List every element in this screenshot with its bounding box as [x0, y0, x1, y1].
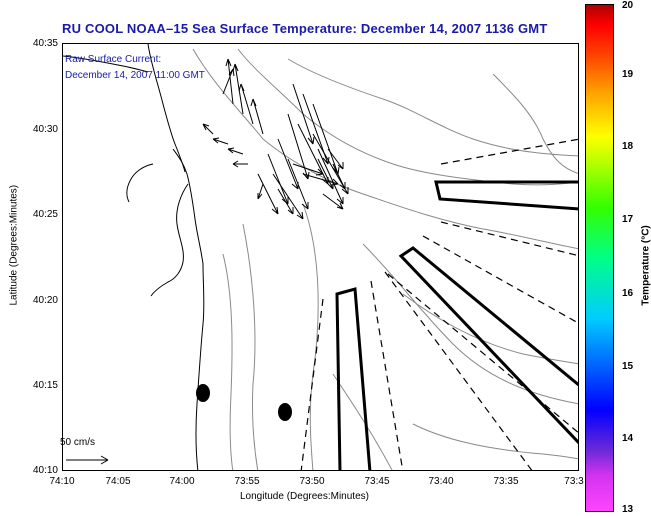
range-line — [422, 235, 578, 324]
colorbar-tick-label: 19 — [622, 69, 634, 80]
current-vector — [222, 68, 235, 95]
current-vector — [232, 63, 244, 115]
y-axis-label: Latitude (Degrees:Minutes) — [8, 184, 20, 306]
radar-sector-outline — [398, 246, 578, 445]
current-vector — [292, 83, 315, 145]
range-line — [440, 221, 578, 257]
current-vector — [322, 193, 344, 210]
map-canvas — [63, 44, 578, 470]
current-vector — [225, 58, 234, 105]
y-tick-label: 40:10 — [32, 465, 58, 476]
coastline — [172, 148, 205, 470]
y-tick-label: 40:25 — [32, 209, 58, 220]
current-vector — [332, 163, 346, 190]
current-vector — [277, 138, 299, 190]
bathymetry-contour — [237, 48, 578, 186]
bathymetry-contour — [222, 253, 234, 470]
map-plot-area[interactable]: Raw Surface Current: December 14, 2007 1… — [62, 43, 579, 471]
scale-vector-label: 50 cm/s — [60, 437, 96, 448]
x-tick-label: 74:05 — [105, 476, 131, 487]
colorbar-tick-label: 15 — [622, 361, 634, 372]
current-vector — [317, 148, 344, 205]
bathymetry-contour — [402, 293, 578, 365]
bathymetry-contour — [492, 73, 578, 174]
buoy-marker — [196, 384, 210, 402]
x-tick-label: 74:00 — [169, 476, 195, 487]
current-vector — [292, 163, 324, 176]
x-tick-label: 73:3 — [564, 476, 584, 487]
current-vector — [327, 148, 344, 170]
current-vector — [232, 160, 248, 168]
current-annotation-line2: December 14, 2007 11:00 GMT — [65, 70, 205, 81]
bathymetry-contour — [287, 58, 578, 157]
x-tick-label: 73:55 — [234, 476, 260, 487]
range-line — [440, 138, 578, 165]
current-vector — [277, 188, 294, 215]
temperature-colorbar — [585, 4, 614, 512]
y-axis: 40:35 40:30 40:25 40:20 40:15 40:10 Lati… — [0, 0, 59, 518]
colorbar-tick-label: 13 — [622, 504, 634, 515]
current-vector — [250, 98, 264, 135]
y-tick-label: 40:35 — [32, 38, 58, 49]
colorbar-tick-label: 14 — [622, 433, 634, 444]
coastline — [63, 55, 149, 73]
colorbar-tick-label: 20 — [622, 0, 634, 11]
y-tick-label: 40:30 — [32, 124, 58, 135]
current-vector — [317, 158, 334, 190]
radar-sector-outline — [434, 180, 578, 211]
current-vector — [302, 93, 330, 165]
x-tick-label: 73:50 — [299, 476, 325, 487]
bathymetry-contour — [242, 223, 259, 470]
range-line — [384, 271, 533, 470]
x-tick-label: 73:45 — [364, 476, 390, 487]
colorbar-tick-label: 17 — [622, 214, 634, 225]
current-vector — [272, 173, 304, 220]
radar-sector-outline — [335, 287, 372, 470]
current-vector — [227, 147, 244, 155]
colorbar-tick-label: 16 — [622, 288, 634, 299]
x-axis-label: Longitude (Degrees:Minutes) — [240, 491, 369, 502]
current-vector — [267, 153, 289, 205]
coastline — [150, 183, 189, 297]
x-axis: 74:10 74:05 74:00 73:55 73:50 73:45 73:4… — [0, 476, 651, 490]
range-line — [300, 298, 324, 470]
range-line — [387, 273, 578, 434]
coastline — [126, 163, 154, 203]
colorbar-label: Temperature (°C) — [640, 225, 651, 306]
current-vector — [257, 183, 264, 200]
x-tick-label: 74:10 — [49, 476, 75, 487]
current-vector — [257, 173, 279, 215]
y-tick-label: 40:15 — [32, 380, 58, 391]
range-line — [370, 280, 404, 470]
bathymetry-contour — [192, 48, 578, 250]
x-tick-label: 73:40 — [428, 476, 454, 487]
buoy-marker — [278, 403, 292, 421]
current-vector — [302, 173, 339, 186]
colorbar-tick-label: 18 — [622, 141, 634, 152]
current-vector — [287, 158, 309, 210]
current-vector — [212, 137, 229, 145]
current-vector — [202, 123, 214, 135]
current-vector — [312, 103, 340, 175]
map-title: RU COOL NOAA–15 Sea Surface Temperature:… — [62, 21, 548, 36]
bathymetry-contour — [412, 423, 578, 460]
bathymetry-contour — [302, 203, 319, 470]
bathymetry-contour — [362, 243, 578, 405]
current-vector — [238, 83, 254, 125]
coastline — [147, 44, 186, 173]
x-tick-label: 73:35 — [493, 476, 519, 487]
scale-arrow — [66, 455, 109, 465]
current-annotation-line1: Raw Surface Current: — [65, 54, 162, 65]
y-tick-label: 40:20 — [32, 295, 58, 306]
